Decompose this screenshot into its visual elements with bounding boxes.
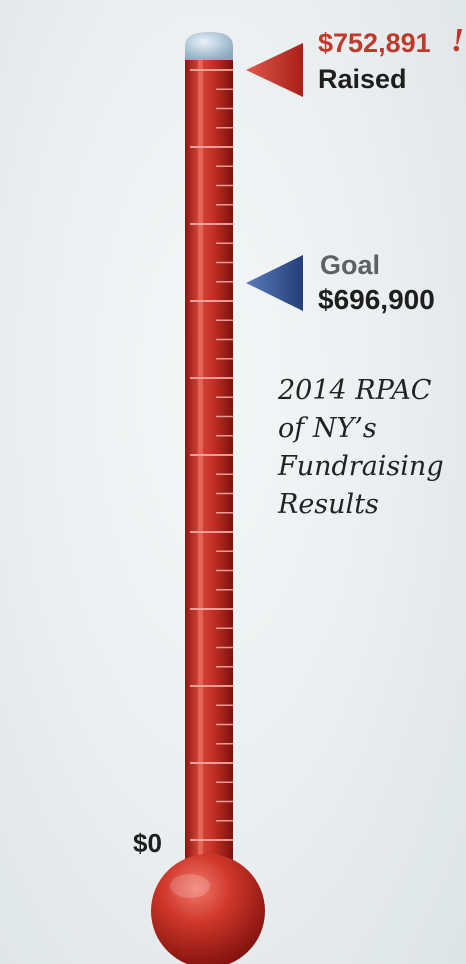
goal-caption: Goal bbox=[320, 250, 381, 280]
thermometer-bulb bbox=[151, 854, 265, 964]
zero-label: $0 bbox=[133, 828, 162, 858]
goal-marker bbox=[246, 255, 303, 311]
raised-marker bbox=[246, 43, 303, 97]
mercury-highlight bbox=[198, 60, 203, 875]
raised-amount: $752,891 bbox=[318, 28, 431, 58]
goal-amount: $696,900 bbox=[318, 284, 435, 315]
chart-title-line-3: Fundraising bbox=[278, 451, 444, 482]
raised-exclamation: ! bbox=[451, 22, 465, 59]
chart-title-line-4: Results bbox=[278, 489, 379, 520]
chart-title-line-1: 2014 RPAC bbox=[278, 375, 432, 406]
mercury-column bbox=[185, 60, 233, 875]
tube-cap bbox=[185, 32, 233, 60]
bulb-highlight bbox=[170, 874, 210, 898]
scale-ticks bbox=[190, 69, 233, 841]
raised-caption: Raised bbox=[318, 64, 407, 94]
chart-title-line-2: of NY’s bbox=[278, 413, 377, 444]
